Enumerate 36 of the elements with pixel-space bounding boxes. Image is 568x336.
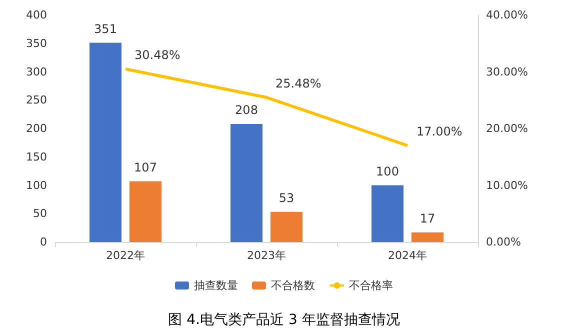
legend-label: 抽查数量: [194, 279, 238, 292]
y-tick-label: 100: [26, 178, 47, 192]
data-label: 107: [134, 160, 157, 174]
data-label: 25.48%: [276, 76, 322, 90]
data-label: 17.00%: [416, 124, 462, 139]
y2-tick-label: 20.00%: [486, 122, 528, 135]
legend-label: 不合格数: [271, 279, 315, 292]
text: 图 4.电气类产品近 3 年监督抽查情况: [168, 312, 400, 328]
y-tick-label: 250: [26, 94, 47, 107]
data-label: 208: [235, 102, 258, 117]
bar: [372, 185, 404, 242]
x-tick-label: 2023年: [247, 249, 286, 262]
y2-tick-label: 30.00%: [486, 65, 528, 78]
bar: [90, 42, 122, 242]
data-label: 17: [420, 211, 436, 226]
x-tick-label: 2024年: [388, 249, 427, 262]
y-tick-label: 0: [40, 236, 47, 248]
y2-tick-label: 40.00%: [486, 8, 528, 22]
y-tick-label: 350: [26, 36, 47, 50]
x-tick-label: 2022年: [106, 249, 145, 262]
y2-tick-label: 0.00%: [486, 236, 521, 248]
data-label: 100: [376, 164, 399, 178]
legend-label: 不合格率: [349, 279, 393, 292]
bar: [230, 124, 262, 242]
y-tick-label: 50: [33, 207, 47, 220]
data-label: 53: [278, 190, 294, 205]
y-tick-label: 400: [26, 8, 47, 22]
bar: [412, 232, 444, 242]
y2-tick-label: 10.00%: [486, 178, 528, 192]
bar: [130, 181, 162, 242]
y-tick-label: 200: [26, 122, 47, 135]
bar: [270, 212, 302, 242]
data-label: 351: [94, 22, 117, 36]
y-tick-label: 150: [26, 150, 47, 164]
data-label: 30.48%: [134, 48, 180, 62]
y-tick-label: 300: [26, 65, 47, 78]
